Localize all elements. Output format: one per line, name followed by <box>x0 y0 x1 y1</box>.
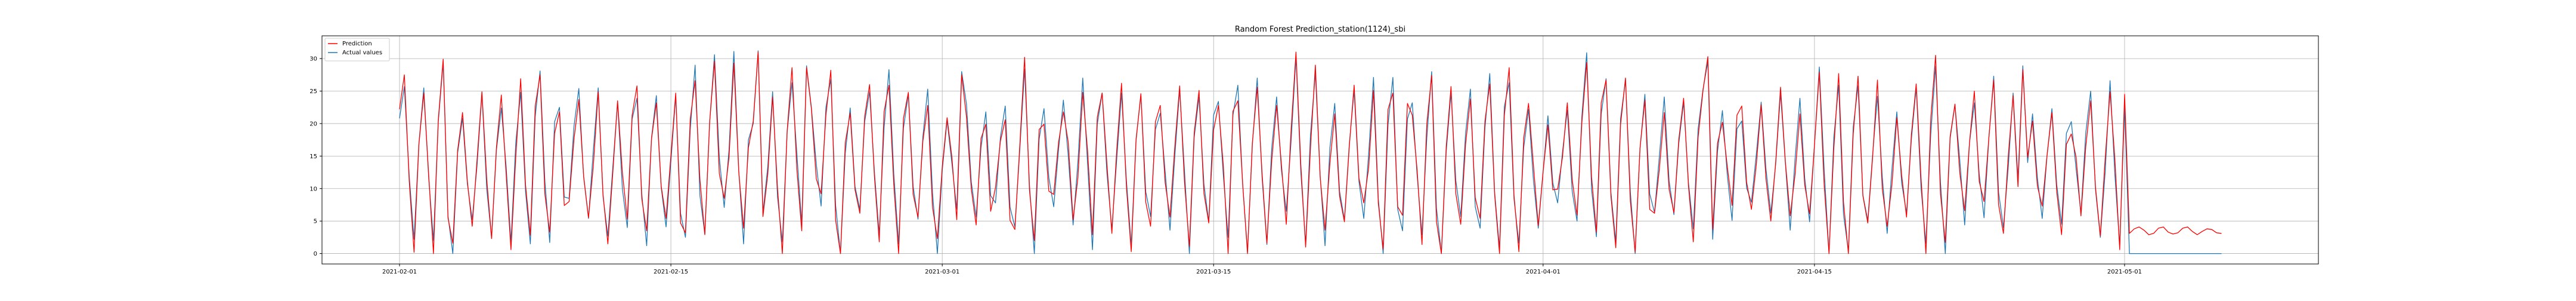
x-tick-label: 2021-02-01 <box>382 269 417 275</box>
x-tick-label: 2021-03-15 <box>1196 269 1231 275</box>
x-tick-label: 2021-04-15 <box>1797 269 1832 275</box>
y-tick-label: 0 <box>314 251 317 257</box>
y-tick-label: 10 <box>309 186 317 192</box>
x-tick-label: 2021-04-01 <box>1526 269 1561 275</box>
legend-box <box>324 38 390 62</box>
legend: Prediction Actual values <box>324 38 390 62</box>
series-line-prediction <box>399 51 2222 254</box>
y-tick-label: 30 <box>309 56 317 63</box>
series-layer <box>399 50 2222 254</box>
y-tick-label: 25 <box>309 88 317 95</box>
y-tick-label: 20 <box>309 121 317 127</box>
x-tick-label: 2021-05-01 <box>2107 269 2142 275</box>
x-axis: 2021-02-01 2021-02-15 2021-03-01 2021-03-15… <box>382 264 2142 275</box>
x-tick-label: 2021-03-01 <box>925 269 959 275</box>
plot-frame <box>321 35 2319 265</box>
chart-title: Random Forest Prediction_station(1124)_s… <box>1235 25 1405 34</box>
y-tick-label: 15 <box>309 153 317 160</box>
legend-label-actual: Actual values <box>342 50 382 56</box>
legend-label-prediction: Prediction <box>342 41 372 47</box>
x-tick-label: 2021-02-15 <box>654 269 688 275</box>
y-axis: 0 5 10 15 20 25 30 <box>309 56 322 257</box>
y-tick-label: 5 <box>314 219 317 225</box>
